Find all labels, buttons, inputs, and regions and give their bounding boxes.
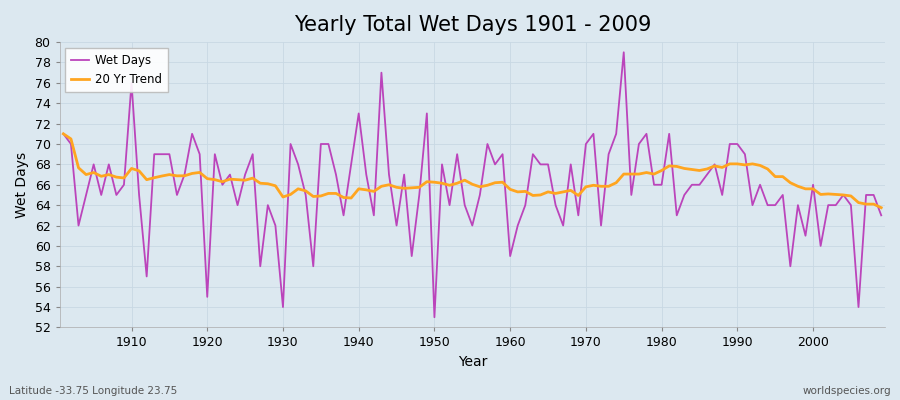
Line: 20 Yr Trend: 20 Yr Trend bbox=[63, 134, 881, 208]
Line: Wet Days: Wet Days bbox=[63, 52, 881, 317]
20 Yr Trend bbox=[505, 187, 516, 192]
20 Yr Trend bbox=[330, 191, 341, 196]
Title: Yearly Total Wet Days 1901 - 2009: Yearly Total Wet Days 1901 - 2009 bbox=[293, 15, 651, 35]
20 Yr Trend bbox=[58, 132, 68, 136]
Wet Days bbox=[119, 182, 130, 187]
Y-axis label: Wet Days: Wet Days bbox=[15, 152, 29, 218]
20 Yr Trend bbox=[876, 205, 886, 210]
Wet Days bbox=[285, 142, 296, 146]
Wet Days bbox=[512, 223, 523, 228]
20 Yr Trend bbox=[497, 180, 508, 185]
20 Yr Trend bbox=[285, 192, 296, 197]
Wet Days bbox=[603, 152, 614, 156]
Legend: Wet Days, 20 Yr Trend: Wet Days, 20 Yr Trend bbox=[66, 48, 168, 92]
Wet Days bbox=[505, 254, 516, 258]
Wet Days bbox=[618, 50, 629, 55]
Wet Days bbox=[330, 172, 341, 177]
Text: worldspecies.org: worldspecies.org bbox=[803, 386, 891, 396]
20 Yr Trend bbox=[119, 176, 130, 180]
Wet Days bbox=[876, 213, 886, 218]
20 Yr Trend bbox=[596, 184, 607, 189]
Text: Latitude -33.75 Longitude 23.75: Latitude -33.75 Longitude 23.75 bbox=[9, 386, 177, 396]
Wet Days bbox=[58, 132, 68, 136]
Wet Days bbox=[429, 315, 440, 320]
X-axis label: Year: Year bbox=[457, 355, 487, 369]
